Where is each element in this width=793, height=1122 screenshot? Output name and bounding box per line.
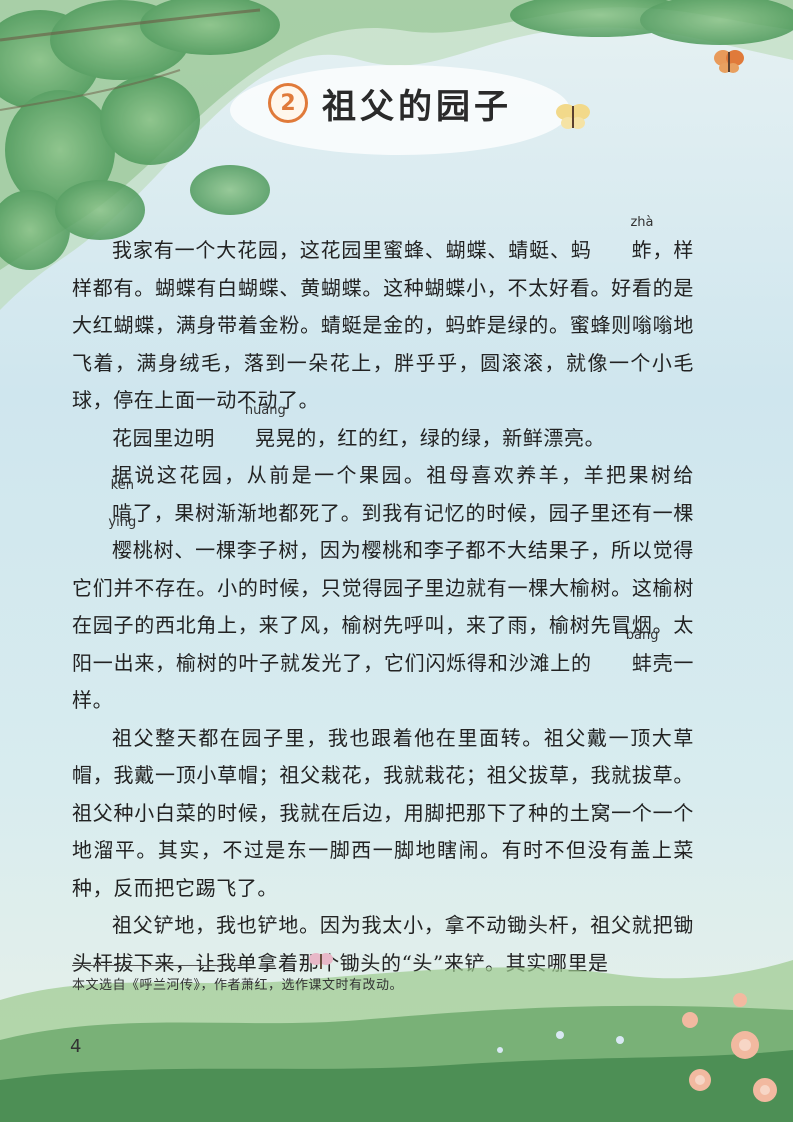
butterfly-icon <box>556 104 590 129</box>
annotated-char: huǎng 晃 <box>215 403 286 458</box>
footnote-divider <box>72 965 242 966</box>
text-run: 祖父铲地，我也铲地。因为我太小，拿不动锄头杆，祖父就把锄头杆拔下来，让我单拿着那… <box>72 913 694 975</box>
text-run: 据说这花园，从前是一个果园。祖母喜欢养羊，羊把果树给 <box>112 463 694 487</box>
text-run: 桃树、一棵李子树，因为樱桃和李子都不大结果子，所以觉得它们并不存在。小的时候，只… <box>72 538 694 675</box>
butterfly-icon <box>714 50 744 73</box>
annotated-char: kěn 啃 <box>72 478 134 533</box>
text-run: 花园里边明 <box>112 425 215 450</box>
paragraph: 祖父铲地，我也铲地。因为我太小，拿不动锄头杆，祖父就把锄头杆拔下来，让我单拿着那… <box>72 907 694 982</box>
annotated-char: zhà 蚱 <box>592 215 653 270</box>
annotated-character: 蚌 <box>631 650 653 675</box>
text-run: 我家有一个大花园，这花园里蜜蜂、蝴蝶、蜻蜓、蚂 <box>112 238 592 262</box>
annotated-character: 蚱 <box>631 238 653 262</box>
lesson-number: 2 <box>268 83 308 123</box>
page-number: 4 <box>70 1036 82 1057</box>
annotated-character: 啃 <box>112 500 133 525</box>
annotated-char: bàng 蚌 <box>592 628 659 683</box>
annotated-character: 樱 <box>112 538 133 562</box>
text-run: 祖父整天都在园子里，我也跟着他在里面转。祖父戴一顶大草帽，我戴一顶小草帽；祖父栽… <box>72 725 694 900</box>
annotated-character: 晃 <box>255 425 276 450</box>
lesson-heading: 2 祖父的园子 <box>268 78 512 128</box>
paragraph: 我家有一个大花园，这花园里蜜蜂、蝴蝶、蜻蜓、蚂 zhà 蚱，样样都有。蝴蝶有白蝴蝶、… <box>72 215 694 420</box>
annotated-char: yīng 樱 <box>72 515 136 570</box>
text-run: 晃的，红的红，绿的绿，新鲜漂亮。 <box>275 425 606 450</box>
pinyin-annotation: bàng <box>625 627 659 643</box>
paragraph: 花园里边明 huǎng 晃晃的，红的红，绿的绿，新鲜漂亮。 <box>72 403 694 458</box>
lesson-body: 我家有一个大花园，这花园里蜜蜂、蝴蝶、蜻蜓、蚂 zhà 蚱，样样都有。蝴蝶有白蝴蝶、… <box>72 215 694 982</box>
text-run: 壳一样。 <box>72 650 695 713</box>
tree-foliage-illustration <box>0 0 793 310</box>
footnote: 本文选自《呼兰河传》，作者萧红，选作课文时有改动。 <box>72 978 404 993</box>
butterfly-icon <box>309 953 333 969</box>
pinyin-annotation: huǎng <box>244 402 286 418</box>
paragraph: 据说这花园，从前是一个果园。祖母喜欢养羊，羊把果树给 kěn 啃了，果树渐渐地都死了… <box>72 457 694 720</box>
text-run: 了，果树渐渐地都死了。到我有记忆的时候，园子里还有一棵 <box>132 500 694 525</box>
text-run: ，样样都有。蝴蝶有白蝴蝶、黄蝴蝶。这种蝴蝶小，不太好看。好看的是大红蝴蝶，满身带… <box>72 238 694 412</box>
grass-flowers-illustration <box>0 960 793 1122</box>
paragraph: 祖父整天都在园子里，我也跟着他在里面转。祖父戴一顶大草帽，我戴一顶小草帽；祖父栽… <box>72 720 694 908</box>
pinyin-annotation: kěn <box>110 477 134 493</box>
page-title: 祖父的园子 <box>322 86 512 127</box>
pinyin-annotation: yīng <box>108 515 137 530</box>
pinyin-annotation: zhà <box>630 215 654 230</box>
